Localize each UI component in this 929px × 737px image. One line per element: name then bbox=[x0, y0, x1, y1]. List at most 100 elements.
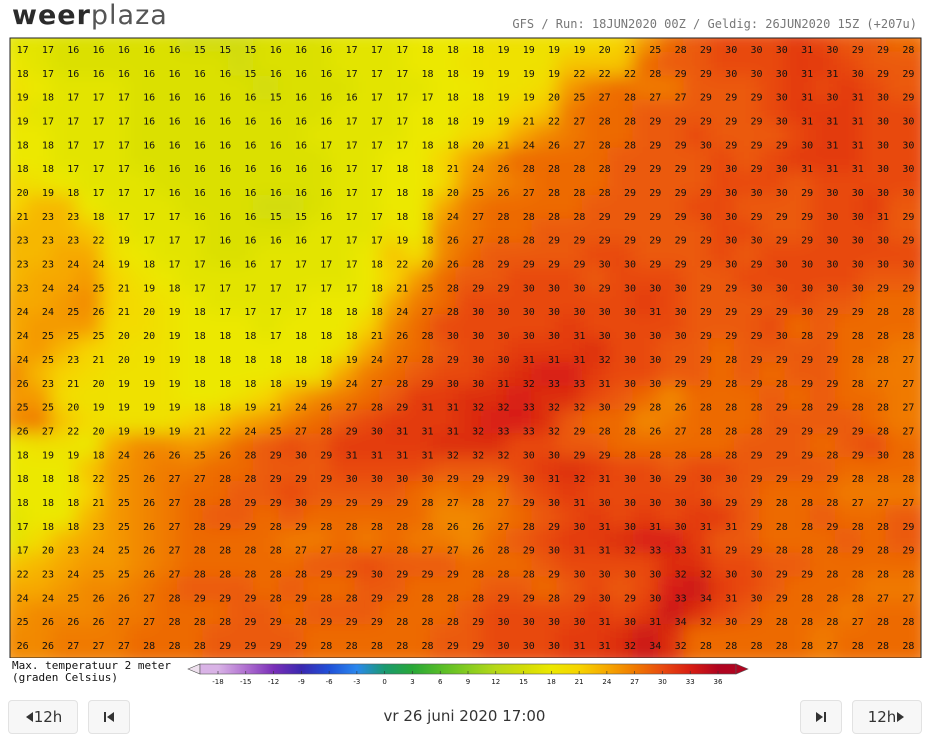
temperature-value: 29 bbox=[750, 617, 762, 628]
temperature-value: 30 bbox=[750, 283, 762, 294]
temperature-value: 16 bbox=[168, 140, 180, 151]
temperature-value: 29 bbox=[801, 236, 813, 247]
temperature-value: 17 bbox=[168, 260, 180, 271]
temperature-value: 23 bbox=[67, 212, 79, 223]
temperature-value: 34 bbox=[675, 617, 687, 628]
temperature-value: 29 bbox=[295, 522, 307, 533]
temperature-value: 19 bbox=[168, 403, 180, 414]
temperature-value: 29 bbox=[624, 236, 636, 247]
temperature-value: 28 bbox=[472, 260, 484, 271]
temperature-value: 28 bbox=[649, 403, 661, 414]
temperature-value: 24 bbox=[67, 570, 79, 581]
temperature-value: 24 bbox=[523, 140, 535, 151]
arrow-right-icon bbox=[897, 712, 905, 722]
temperature-value: 29 bbox=[700, 331, 712, 342]
temperature-value: 20 bbox=[93, 379, 105, 390]
temperature-value: 16 bbox=[168, 188, 180, 199]
temperature-value: 30 bbox=[523, 617, 535, 628]
temperature-value: 31 bbox=[826, 140, 838, 151]
temperature-value: 28 bbox=[852, 474, 864, 485]
temperature-value: 29 bbox=[826, 379, 838, 390]
temperature-value: 16 bbox=[244, 260, 256, 271]
temperature-value: 29 bbox=[573, 236, 585, 247]
colorbar-right-arrow bbox=[735, 663, 749, 675]
temperature-value: 28 bbox=[776, 498, 788, 509]
temperature-value: 30 bbox=[624, 355, 636, 366]
temperature-value: 17 bbox=[371, 45, 383, 56]
temperature-value: 16 bbox=[219, 164, 231, 175]
temperature-value: 32 bbox=[624, 546, 636, 557]
temperature-value: 29 bbox=[675, 164, 687, 175]
temperature-value: 29 bbox=[826, 426, 838, 437]
temperature-value: 28 bbox=[902, 45, 914, 56]
temperature-value: 17 bbox=[320, 260, 332, 271]
temperature-value: 16 bbox=[168, 69, 180, 80]
temperature-value: 29 bbox=[826, 355, 838, 366]
temperature-value: 25 bbox=[194, 450, 206, 461]
temperature-value: 30 bbox=[624, 283, 636, 294]
colorbar-tick-label: -18 bbox=[212, 678, 223, 686]
temperature-value: 19 bbox=[472, 69, 484, 80]
temperature-value: 30 bbox=[649, 283, 661, 294]
temperature-value: 16 bbox=[244, 212, 256, 223]
temperature-value: 29 bbox=[447, 570, 459, 581]
temperature-value: 18 bbox=[143, 260, 155, 271]
temperature-value: 30 bbox=[447, 379, 459, 390]
temperature-value: 16 bbox=[194, 116, 206, 127]
temperature-value: 29 bbox=[270, 474, 282, 485]
temperature-value: 21 bbox=[497, 140, 509, 151]
last-button[interactable] bbox=[800, 700, 842, 734]
temperature-value: 16 bbox=[295, 140, 307, 151]
temperature-value: 29 bbox=[700, 307, 712, 318]
temperature-value: 28 bbox=[776, 617, 788, 628]
temperature-value: 17 bbox=[67, 116, 79, 127]
temperature-value: 27 bbox=[295, 546, 307, 557]
first-button[interactable] bbox=[88, 700, 130, 734]
temperature-value: 17 bbox=[371, 164, 383, 175]
temperature-value: 29 bbox=[396, 498, 408, 509]
temperature-value: 18 bbox=[42, 140, 54, 151]
temperature-value: 17 bbox=[17, 546, 29, 557]
temperature-value: 20 bbox=[17, 188, 29, 199]
temperature-value: 29 bbox=[422, 570, 434, 581]
temperature-value: 16 bbox=[295, 236, 307, 247]
temperature-value: 29 bbox=[675, 116, 687, 127]
temperature-value: 28 bbox=[624, 140, 636, 151]
temperature-value: 29 bbox=[573, 260, 585, 271]
temperature-value: 23 bbox=[42, 260, 54, 271]
temperature-value: 17 bbox=[118, 212, 130, 223]
legend-title: Max. temperatuur 2 meter bbox=[12, 660, 171, 672]
temperature-value: 29 bbox=[725, 116, 737, 127]
navigation: 12h vr 26 juni 2020 17:00 12h bbox=[0, 697, 929, 737]
colorbar-tick-label: 18 bbox=[547, 678, 556, 686]
temperature-value: 32 bbox=[472, 403, 484, 414]
temperature-value: 17 bbox=[422, 93, 434, 104]
temperature-value: 26 bbox=[143, 522, 155, 533]
temperature-value: 16 bbox=[219, 116, 231, 127]
temperature-value: 30 bbox=[776, 164, 788, 175]
temperature-value: 29 bbox=[497, 283, 509, 294]
temperature-value: 17 bbox=[42, 45, 54, 56]
temperature-value: 28 bbox=[801, 498, 813, 509]
back-12h-button[interactable]: 12h bbox=[8, 700, 78, 734]
temperature-value: 31 bbox=[801, 45, 813, 56]
colorbar-tick-label: -15 bbox=[240, 678, 251, 686]
temperature-value: 29 bbox=[573, 593, 585, 604]
temperature-value: 25 bbox=[118, 522, 130, 533]
logo[interactable]: weerplaza bbox=[12, 0, 168, 31]
temperature-value: 16 bbox=[244, 116, 256, 127]
temperature-value: 29 bbox=[826, 474, 838, 485]
temperature-value: 17 bbox=[244, 307, 256, 318]
temperature-value: 23 bbox=[17, 283, 29, 294]
temperature-value: 29 bbox=[649, 164, 661, 175]
temperature-value: 31 bbox=[700, 522, 712, 533]
temperature-value: 29 bbox=[396, 403, 408, 414]
temperature-value: 23 bbox=[17, 236, 29, 247]
temperature-value: 18 bbox=[17, 69, 29, 80]
forward-12h-button[interactable]: 12h bbox=[852, 700, 922, 734]
temperature-value: 28 bbox=[877, 403, 889, 414]
temperature-value: 28 bbox=[573, 212, 585, 223]
temperature-value: 28 bbox=[826, 450, 838, 461]
temperature-value: 30 bbox=[548, 498, 560, 509]
temperature-value: 30 bbox=[649, 379, 661, 390]
